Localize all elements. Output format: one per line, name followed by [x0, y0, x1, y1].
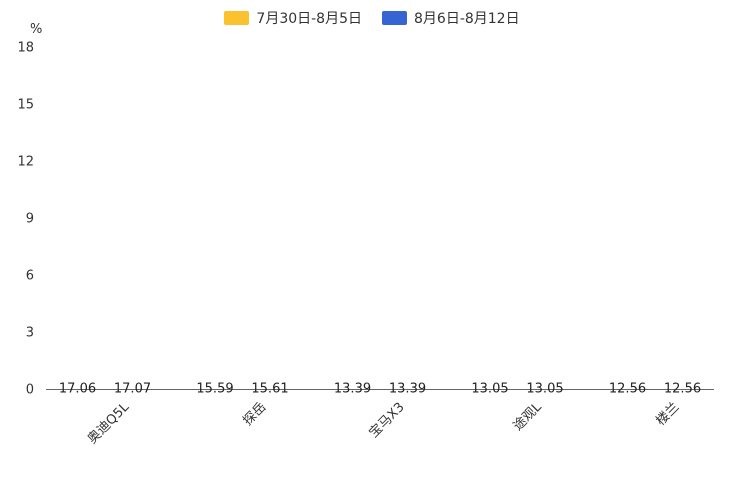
chart-legend: 7月30日-8月5日 8月6日-8月12日 [0, 8, 744, 28]
y-axis-tick-label: 9 [25, 211, 34, 227]
y-axis-unit-label: % [30, 22, 43, 37]
legend-swatch-icon [224, 11, 250, 25]
x-axis-label-0: 奥迪Q5L [85, 399, 133, 448]
bar-value-label: 15.61 [251, 381, 289, 397]
y-axis-tick-label: 3 [25, 325, 34, 341]
y-axis-tick-label: 6 [25, 268, 34, 284]
bar-value-label: 13.39 [388, 381, 427, 397]
bar-value-label: 12.56 [608, 381, 647, 397]
bar-value-label: 17.06 [58, 381, 97, 397]
bar-value-label: 17.07 [113, 381, 152, 397]
bar-value-label: 13.05 [526, 381, 564, 397]
plot-area: 17.06 17.07 奥迪Q5L 15.59 15.61 探岳 13.39 13.39 宝马X… [46, 48, 714, 447]
x-axis-label-4: 楼兰 [653, 399, 683, 429]
x-axis-label-1: 探岳 [240, 399, 270, 429]
legend-item-1[interactable]: 8月6日-8月12日 [382, 8, 520, 28]
x-axis-label-3: 途观L [510, 399, 545, 434]
legend-label: 8月6日-8月12日 [414, 11, 520, 27]
legend-label: 7月30日-8月5日 [256, 11, 362, 27]
y-axis-tick-label: 15 [17, 97, 34, 113]
y-axis-tick-label: 0 [25, 382, 34, 398]
bar-value-label: 13.39 [333, 381, 372, 397]
y-axis-tick-label: 18 [17, 40, 34, 56]
bar-value-label: 13.05 [471, 381, 509, 397]
y-axis: 0 3 6 9 12 15 18 [0, 42, 40, 397]
legend-item-0[interactable]: 7月30日-8月5日 [224, 8, 362, 28]
x-axis-label-2: 宝马X3 [366, 399, 408, 441]
bar-value-label: 15.59 [196, 381, 234, 397]
bar-value-label: 12.56 [663, 381, 702, 397]
legend-swatch-icon [382, 11, 407, 25]
y-axis-tick-label: 12 [17, 154, 34, 170]
